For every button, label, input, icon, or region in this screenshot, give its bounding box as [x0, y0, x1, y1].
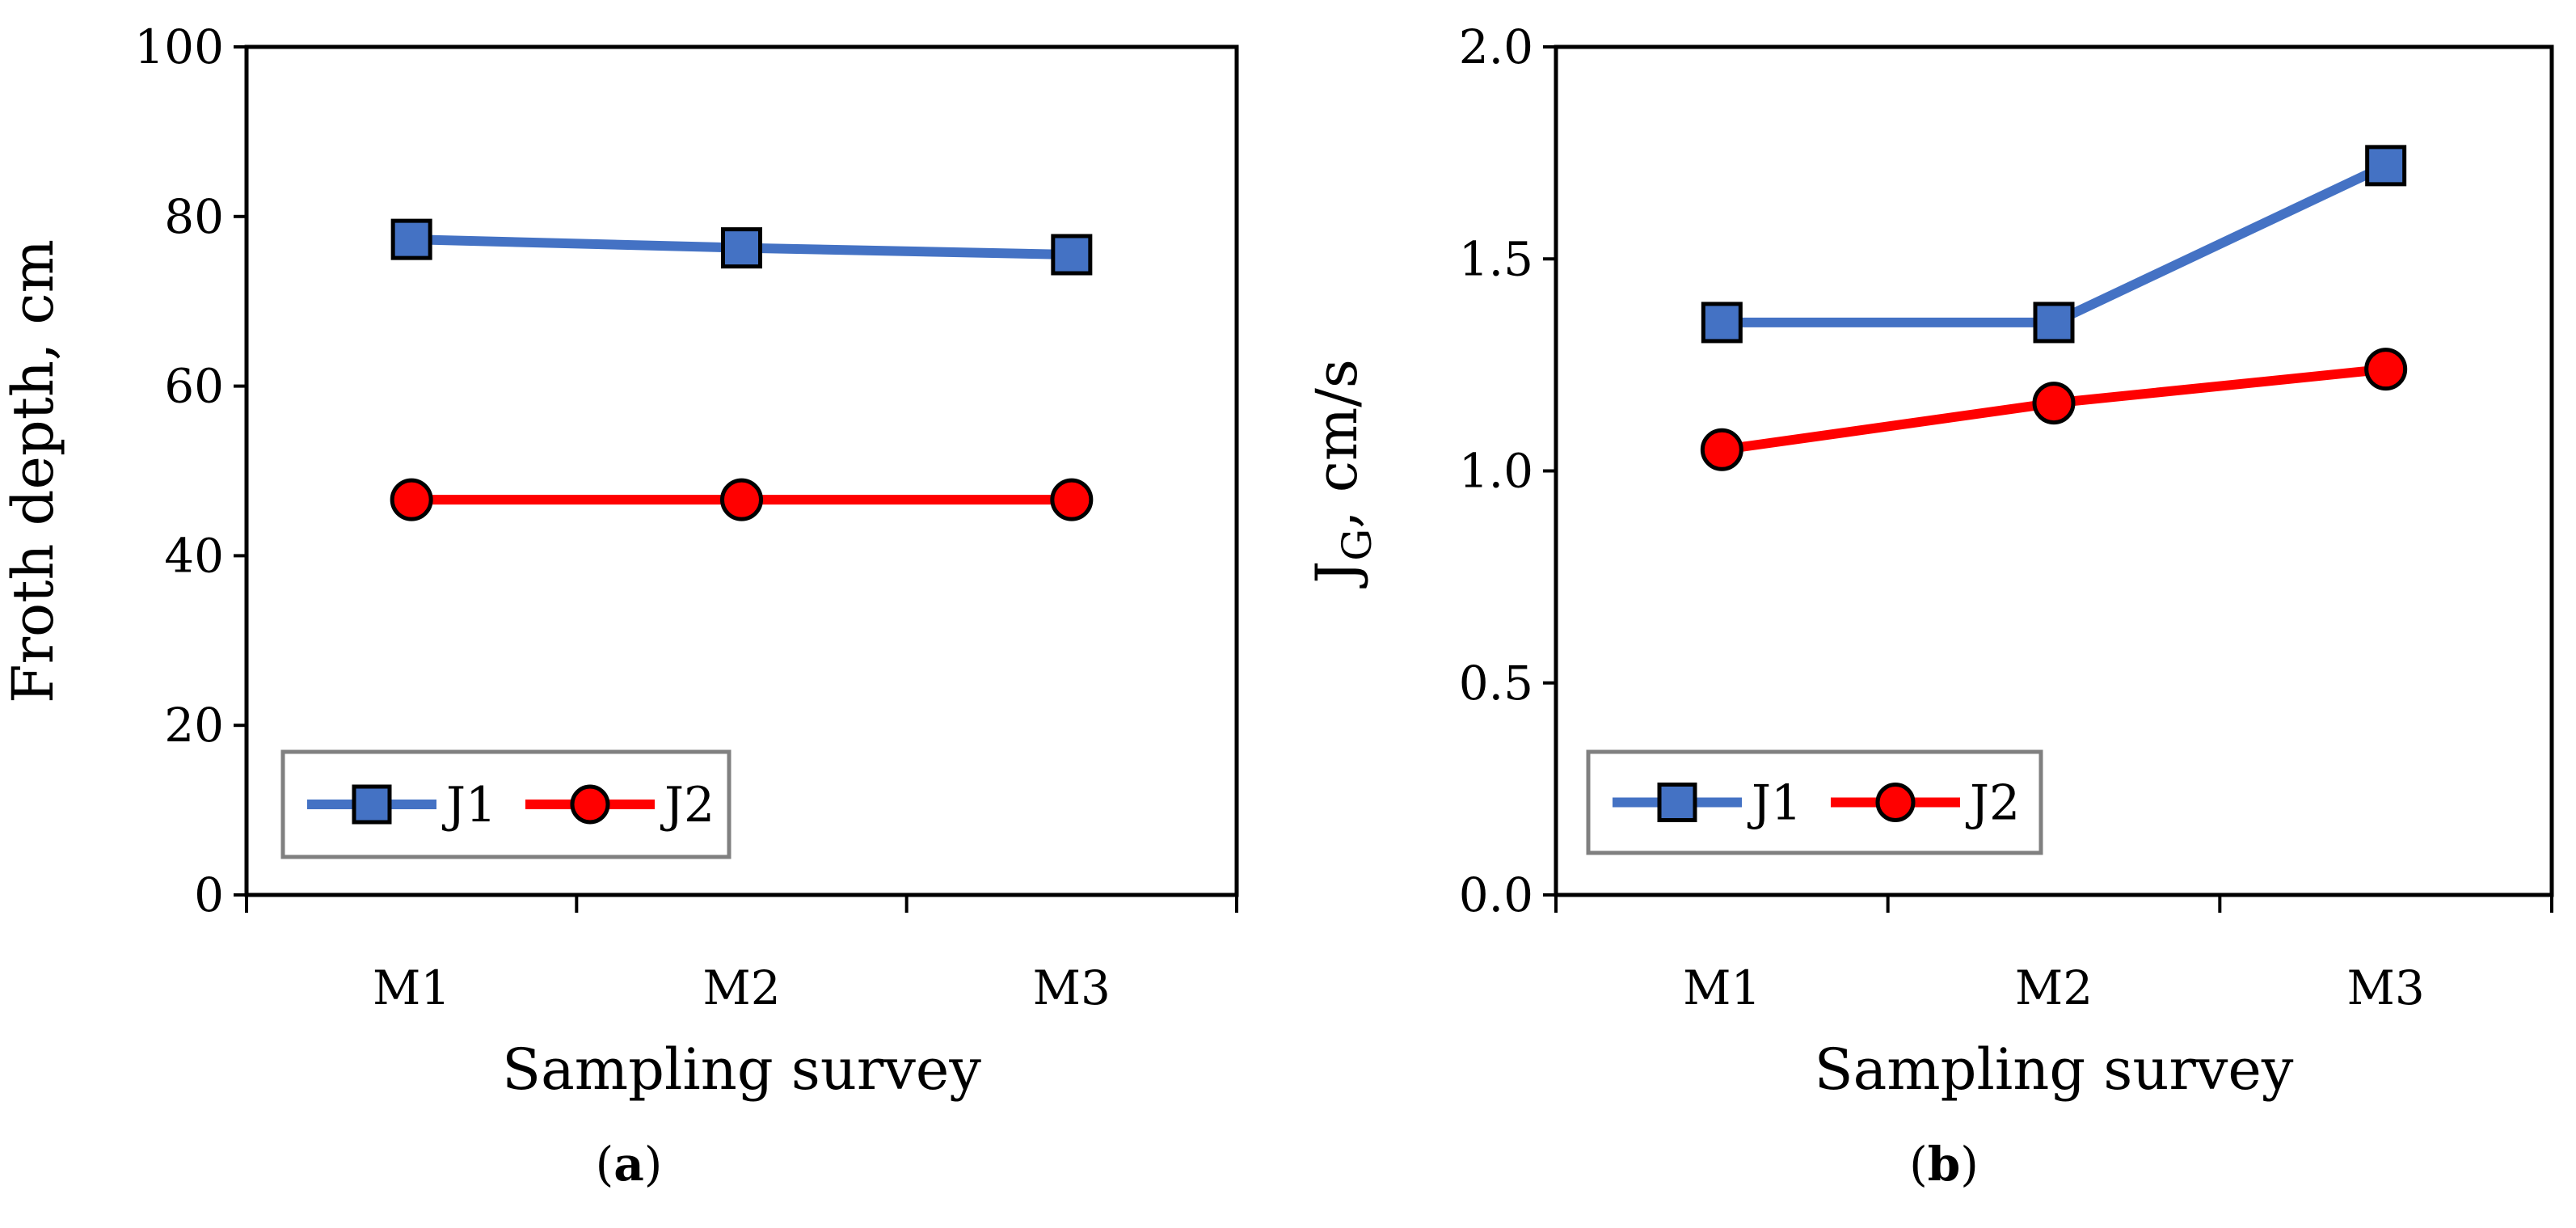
y-tick-label: 100 — [134, 19, 224, 74]
x-tick-label: M3 — [1033, 960, 1111, 1015]
y-axis-title-main: J — [1304, 561, 1370, 589]
y-axis-title: Froth depth, cm — [0, 239, 66, 703]
panel-label-open: ( — [596, 1137, 614, 1192]
legend: J1 J2 — [1586, 749, 2043, 855]
legend-label-j2: J2 — [660, 777, 715, 833]
legend-label-j1: J1 — [441, 777, 496, 833]
y-axis-title-unit: , cm/s — [1304, 359, 1370, 529]
x-tick-label: M1 — [1683, 960, 1760, 1015]
panel-label: (b) — [1909, 1137, 1979, 1192]
legend: J1 J2 — [280, 749, 731, 859]
x-tick-label: M1 — [373, 960, 450, 1015]
legend-label-j1: J1 — [1747, 775, 1802, 832]
x-tick-label: M3 — [2347, 960, 2425, 1015]
data-point-j1-m2 — [721, 227, 762, 269]
data-point-j1-m1 — [390, 218, 432, 260]
data-point-j2-m3 — [1050, 478, 1094, 521]
panel-label: (a) — [596, 1137, 663, 1192]
series-line-j1 — [1722, 161, 2388, 327]
panel-label-letter: b — [1928, 1137, 1961, 1192]
data-point-j2-m2 — [720, 478, 763, 521]
y-tick-label: 80 — [164, 189, 224, 244]
panel-label-close: ) — [1960, 1137, 1979, 1192]
legend-label-j2: J2 — [1965, 775, 2020, 832]
chart-panel-b: 0.0 0.5 1.0 1.5 2.0 M1 M2 M3 Sampling survey JG, … — [1304, 19, 2554, 1192]
y-tick-label: 60 — [164, 359, 224, 414]
y-tick-label: 1.0 — [1459, 444, 1533, 499]
y-tick-label: 40 — [164, 528, 224, 583]
data-point-j1-m2 — [2033, 302, 2075, 344]
y-tick-label: 2.0 — [1459, 19, 1533, 74]
y-tick-label: 0.5 — [1459, 656, 1533, 711]
data-point-j1-m3 — [2365, 145, 2407, 187]
panel-label-letter: a — [613, 1137, 644, 1192]
legend-marker-j1 — [1657, 783, 1697, 822]
y-axis-title-subscript: G — [1334, 529, 1381, 561]
legend-marker-j2 — [1875, 783, 1916, 822]
data-point-j1-m3 — [1051, 234, 1093, 276]
x-tick-label: M2 — [702, 960, 780, 1015]
y-tick-label: 0.0 — [1459, 867, 1533, 922]
y-tick-label: 20 — [164, 698, 224, 753]
x-tick-label: M2 — [2015, 960, 2093, 1015]
y-tick-label: 1.5 — [1459, 231, 1533, 286]
data-point-j2-m1 — [1700, 428, 1743, 471]
y-axis-title: JG, cm/s — [1304, 359, 1381, 589]
legend-marker-j2 — [570, 784, 610, 825]
data-point-j2-m2 — [2032, 382, 2076, 425]
y-tick-label: 0 — [194, 867, 224, 922]
panel-label-close: ) — [644, 1137, 663, 1192]
x-axis-title: Sampling survey — [502, 1036, 981, 1103]
data-point-j2-m1 — [390, 478, 433, 521]
data-point-j1-m1 — [1701, 302, 1743, 344]
legend-marker-j1 — [352, 784, 392, 825]
data-point-j2-m3 — [2364, 348, 2408, 391]
chart-panel-a: 0 20 40 60 80 100 M1 M2 M3 Sampling survey Froth d… — [0, 19, 1239, 1192]
panel-label-open: ( — [1909, 1137, 1928, 1192]
x-axis-title: Sampling survey — [1815, 1036, 2294, 1103]
